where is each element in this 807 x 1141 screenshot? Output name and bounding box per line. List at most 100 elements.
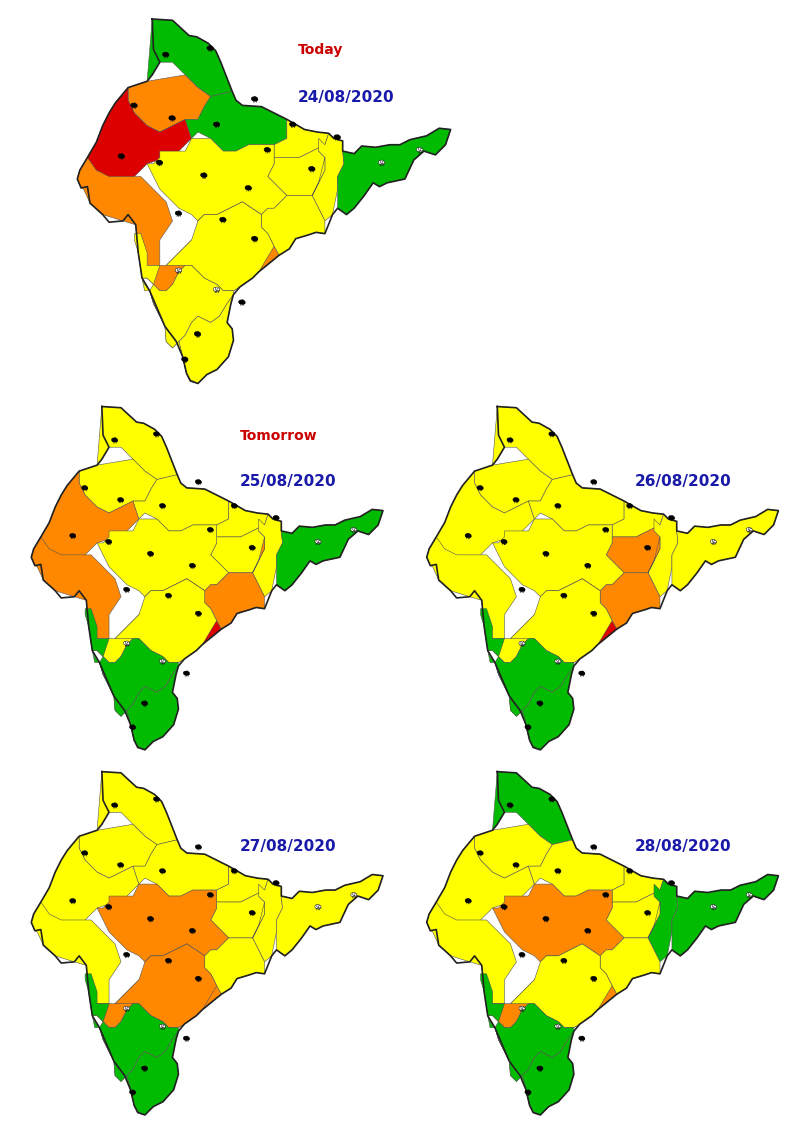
Ellipse shape [207,892,211,897]
Ellipse shape [711,907,717,909]
Ellipse shape [515,863,518,866]
Polygon shape [571,578,617,645]
Ellipse shape [161,1026,165,1028]
Ellipse shape [522,1008,525,1010]
Ellipse shape [713,905,715,907]
Ellipse shape [251,545,254,549]
Ellipse shape [710,540,714,543]
Ellipse shape [672,882,675,884]
Ellipse shape [253,547,255,549]
Ellipse shape [197,479,200,483]
Ellipse shape [125,953,128,955]
Polygon shape [613,866,663,903]
Ellipse shape [124,1009,130,1011]
Ellipse shape [149,916,153,920]
Ellipse shape [119,863,123,866]
Ellipse shape [579,1036,583,1039]
Ellipse shape [467,898,470,901]
Ellipse shape [336,135,339,138]
Ellipse shape [606,528,608,531]
Ellipse shape [266,147,270,151]
Ellipse shape [115,803,118,807]
Ellipse shape [158,160,161,163]
Ellipse shape [154,799,160,801]
Ellipse shape [522,588,525,591]
Ellipse shape [525,725,529,729]
Polygon shape [179,294,233,383]
Polygon shape [205,903,265,994]
Ellipse shape [508,439,513,442]
Polygon shape [166,202,274,291]
Ellipse shape [514,865,519,867]
Polygon shape [31,836,139,956]
Polygon shape [274,120,328,157]
Ellipse shape [550,434,555,436]
Polygon shape [495,1004,574,1082]
Ellipse shape [277,882,279,884]
Ellipse shape [235,504,237,507]
Text: 28/08/2020: 28/08/2020 [635,839,731,853]
Ellipse shape [84,486,86,488]
Ellipse shape [591,612,595,615]
Ellipse shape [196,613,202,615]
Ellipse shape [604,527,608,531]
Polygon shape [115,578,217,663]
Ellipse shape [125,1006,128,1010]
Ellipse shape [132,1090,135,1093]
Ellipse shape [317,540,320,542]
Polygon shape [217,501,268,537]
Polygon shape [133,840,228,896]
Ellipse shape [604,895,608,897]
Polygon shape [253,515,282,597]
Ellipse shape [582,672,585,674]
Ellipse shape [588,564,591,567]
Ellipse shape [123,1006,128,1010]
Ellipse shape [558,504,561,507]
Polygon shape [77,88,191,215]
Ellipse shape [161,1025,165,1027]
Ellipse shape [354,893,357,896]
Ellipse shape [502,542,507,544]
Polygon shape [261,157,325,256]
Ellipse shape [161,868,165,872]
Ellipse shape [183,1036,187,1039]
Ellipse shape [466,900,471,903]
Ellipse shape [119,500,123,502]
Ellipse shape [208,529,213,532]
Ellipse shape [119,865,123,867]
Ellipse shape [85,851,88,855]
Ellipse shape [521,588,524,590]
Polygon shape [277,874,383,956]
Ellipse shape [213,288,217,291]
Ellipse shape [242,301,245,304]
Ellipse shape [107,540,111,542]
Ellipse shape [645,911,648,914]
Ellipse shape [273,516,277,519]
Ellipse shape [160,503,163,508]
Ellipse shape [501,905,504,908]
Ellipse shape [240,300,244,304]
Ellipse shape [107,905,111,907]
Ellipse shape [160,868,163,873]
Ellipse shape [195,977,199,980]
Ellipse shape [124,954,130,956]
Ellipse shape [176,213,182,216]
Ellipse shape [541,1067,543,1069]
Ellipse shape [626,503,630,508]
Ellipse shape [503,540,506,542]
Ellipse shape [629,503,632,507]
Ellipse shape [156,160,160,164]
Ellipse shape [190,564,193,567]
Ellipse shape [131,1092,136,1094]
Ellipse shape [131,727,136,729]
Ellipse shape [537,1066,541,1070]
Ellipse shape [176,270,182,273]
Ellipse shape [194,332,199,335]
Ellipse shape [166,596,171,598]
Ellipse shape [255,97,258,100]
Ellipse shape [167,593,170,597]
Ellipse shape [265,149,270,152]
Ellipse shape [515,497,518,501]
Ellipse shape [182,359,188,362]
Ellipse shape [592,844,596,848]
